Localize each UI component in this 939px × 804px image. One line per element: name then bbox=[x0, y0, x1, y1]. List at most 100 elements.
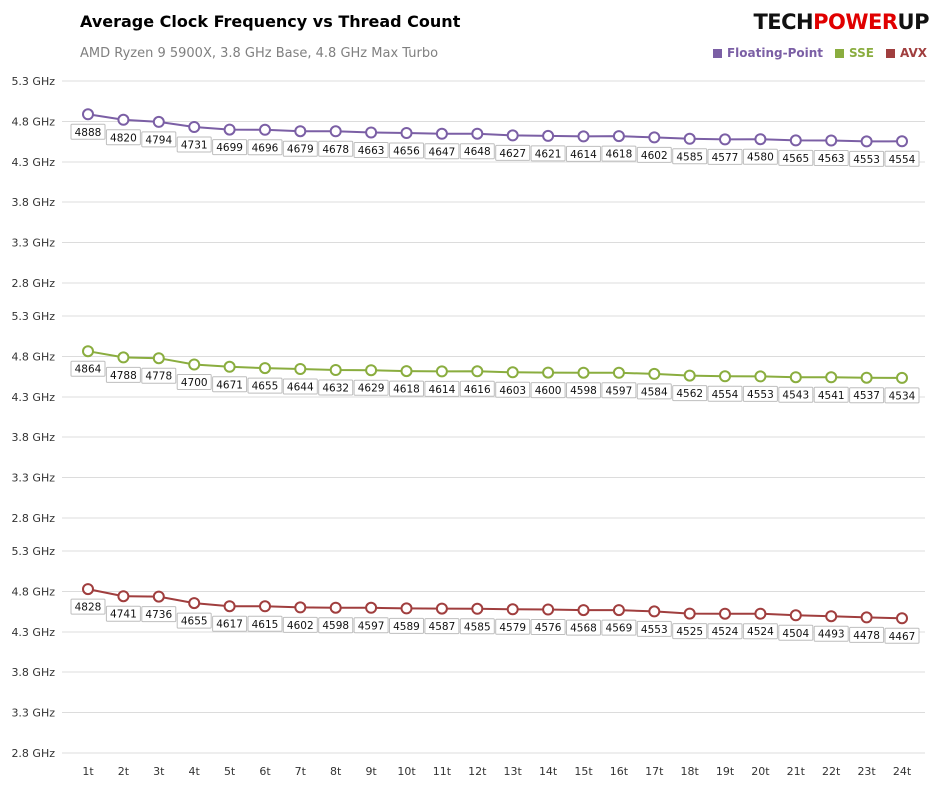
svg-text:4568: 4568 bbox=[570, 623, 597, 635]
svg-text:4576: 4576 bbox=[535, 622, 562, 634]
svg-text:4.8 GHz: 4.8 GHz bbox=[11, 115, 55, 128]
svg-text:4504: 4504 bbox=[782, 628, 809, 640]
svg-text:9t: 9t bbox=[365, 765, 377, 778]
svg-text:4554: 4554 bbox=[712, 389, 739, 401]
svg-text:4627: 4627 bbox=[499, 148, 526, 160]
svg-text:3.8 GHz: 3.8 GHz bbox=[11, 196, 55, 209]
svg-text:4565: 4565 bbox=[782, 153, 809, 165]
svg-text:4597: 4597 bbox=[606, 385, 633, 397]
svg-text:12t: 12t bbox=[468, 765, 487, 778]
svg-text:4731: 4731 bbox=[181, 140, 208, 152]
logo-text-power: POWER bbox=[813, 10, 898, 34]
svg-text:21t: 21t bbox=[787, 765, 806, 778]
svg-text:4493: 4493 bbox=[818, 629, 845, 641]
svg-text:4778: 4778 bbox=[145, 371, 172, 383]
svg-text:4864: 4864 bbox=[75, 364, 102, 376]
svg-text:2.8 GHz: 2.8 GHz bbox=[11, 512, 55, 525]
svg-text:4553: 4553 bbox=[853, 154, 880, 166]
chart-floating-point: 5.3 GHz 4.8 GHz 4.3 GHz 3.8 GHz 3.3 GHz 2.8 G… bbox=[11, 75, 925, 290]
svg-text:4597: 4597 bbox=[358, 620, 385, 632]
svg-text:4888: 4888 bbox=[75, 127, 102, 139]
svg-text:15t: 15t bbox=[574, 765, 593, 778]
svg-text:4663: 4663 bbox=[358, 145, 385, 157]
svg-text:4655: 4655 bbox=[181, 616, 208, 628]
svg-text:4632: 4632 bbox=[322, 383, 349, 395]
svg-text:4587: 4587 bbox=[429, 621, 456, 633]
svg-text:4598: 4598 bbox=[570, 385, 597, 397]
svg-text:7t: 7t bbox=[295, 765, 307, 778]
svg-text:4534: 4534 bbox=[889, 390, 916, 402]
svg-text:18t: 18t bbox=[681, 765, 700, 778]
svg-text:4629: 4629 bbox=[358, 383, 385, 395]
svg-text:23t: 23t bbox=[857, 765, 876, 778]
svg-text:10t: 10t bbox=[397, 765, 416, 778]
svg-text:4617: 4617 bbox=[216, 619, 243, 631]
svg-text:4788: 4788 bbox=[110, 370, 137, 382]
svg-text:13t: 13t bbox=[504, 765, 523, 778]
svg-text:17t: 17t bbox=[645, 765, 664, 778]
svg-text:4585: 4585 bbox=[676, 151, 703, 163]
svg-text:4.3 GHz: 4.3 GHz bbox=[11, 391, 55, 404]
svg-text:4525: 4525 bbox=[676, 626, 703, 638]
svg-text:4.3 GHz: 4.3 GHz bbox=[11, 156, 55, 169]
svg-text:4537: 4537 bbox=[853, 390, 880, 402]
page-title: Average Clock Frequency vs Thread Count bbox=[80, 12, 461, 31]
svg-text:19t: 19t bbox=[716, 765, 735, 778]
svg-text:4553: 4553 bbox=[747, 389, 774, 401]
svg-text:4820: 4820 bbox=[110, 132, 137, 144]
legend-item-sse: SSE bbox=[835, 46, 874, 60]
chart-avx: 5.3 GHz 4.8 GHz 4.3 GHz 3.8 GHz 3.3 GHz 2.8 G… bbox=[11, 545, 925, 778]
svg-text:4584: 4584 bbox=[641, 386, 668, 398]
legend-label: SSE bbox=[849, 46, 874, 60]
svg-text:4541: 4541 bbox=[818, 390, 845, 402]
svg-text:1t: 1t bbox=[82, 765, 94, 778]
svg-text:3.3 GHz: 3.3 GHz bbox=[11, 237, 55, 250]
svg-text:5.3 GHz: 5.3 GHz bbox=[11, 310, 55, 323]
svg-text:4656: 4656 bbox=[393, 146, 420, 158]
svg-text:4614: 4614 bbox=[429, 384, 456, 396]
svg-text:4600: 4600 bbox=[535, 385, 562, 397]
svg-text:4647: 4647 bbox=[429, 146, 456, 158]
legend-item-avx: AVX bbox=[885, 46, 927, 60]
svg-text:5t: 5t bbox=[224, 765, 236, 778]
svg-text:3t: 3t bbox=[153, 765, 165, 778]
svg-text:4569: 4569 bbox=[606, 623, 633, 635]
legend-item-floating-point: Floating-Point bbox=[712, 46, 823, 60]
svg-text:4579: 4579 bbox=[499, 622, 526, 634]
svg-text:4614: 4614 bbox=[570, 149, 597, 161]
sse-swatch-icon bbox=[835, 48, 845, 58]
svg-text:4679: 4679 bbox=[287, 144, 314, 156]
svg-text:4543: 4543 bbox=[782, 390, 809, 402]
svg-text:4621: 4621 bbox=[535, 148, 562, 160]
svg-text:4563: 4563 bbox=[818, 153, 845, 165]
page-subtitle: AMD Ryzen 9 5900X, 3.8 GHz Base, 4.8 GHz… bbox=[80, 46, 439, 61]
chart-sse: 5.3 GHz 4.8 GHz 4.3 GHz 3.8 GHz 3.3 GHz 2.8 G… bbox=[11, 310, 925, 525]
svg-text:4553: 4553 bbox=[641, 624, 668, 636]
svg-text:3.3 GHz: 3.3 GHz bbox=[11, 707, 55, 720]
svg-text:4615: 4615 bbox=[252, 619, 279, 631]
svg-text:5.3 GHz: 5.3 GHz bbox=[11, 75, 55, 88]
svg-text:3.8 GHz: 3.8 GHz bbox=[11, 431, 55, 444]
svg-text:4648: 4648 bbox=[464, 146, 491, 158]
svg-text:22t: 22t bbox=[822, 765, 841, 778]
svg-text:4671: 4671 bbox=[216, 379, 243, 391]
svg-text:4t: 4t bbox=[189, 765, 201, 778]
floating-point-swatch-icon bbox=[712, 48, 722, 58]
techpowerup-logo: TECHPOWERUP bbox=[753, 10, 929, 34]
svg-text:11t: 11t bbox=[433, 765, 452, 778]
svg-text:4644: 4644 bbox=[287, 382, 314, 394]
logo-text-tech: TECH bbox=[753, 10, 814, 34]
legend-label: AVX bbox=[899, 46, 927, 60]
svg-text:16t: 16t bbox=[610, 765, 629, 778]
svg-text:4585: 4585 bbox=[464, 621, 491, 633]
avx-swatch-icon bbox=[885, 48, 895, 58]
svg-text:4562: 4562 bbox=[676, 388, 703, 400]
svg-text:4794: 4794 bbox=[145, 134, 172, 146]
svg-text:2.8 GHz: 2.8 GHz bbox=[11, 277, 55, 290]
logo-text-up: UP bbox=[897, 10, 930, 34]
svg-text:4524: 4524 bbox=[747, 626, 774, 638]
svg-text:4655: 4655 bbox=[252, 381, 279, 393]
legend: Floating-Point SSE AVX bbox=[712, 46, 927, 60]
svg-text:4602: 4602 bbox=[641, 150, 668, 162]
svg-text:4.8 GHz: 4.8 GHz bbox=[11, 350, 55, 363]
